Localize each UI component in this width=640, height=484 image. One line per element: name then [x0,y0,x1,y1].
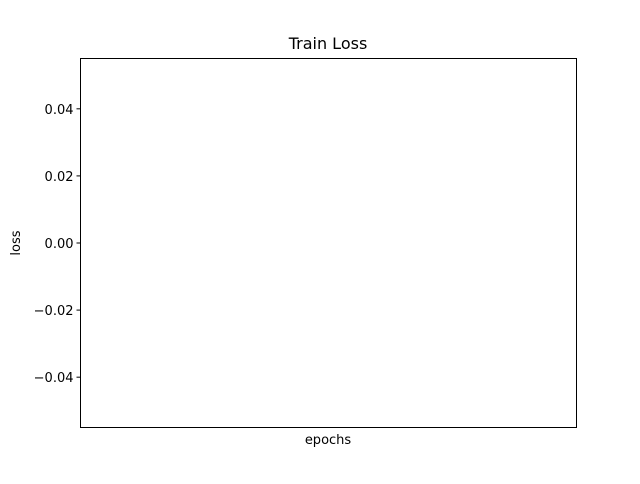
x-axis-label: epochs [305,433,352,448]
y-tick-label: 0.02 [45,170,74,185]
plot-area-frame [80,58,577,428]
y-tick-label: −0.02 [34,304,74,319]
y-tick-label: 0.04 [45,103,74,118]
chart-title: Train Loss [288,34,368,53]
y-tick-label: −0.04 [34,371,74,386]
y-tick-label: 0.00 [45,237,74,252]
y-axis-ticks: 0.04 0.02 0.00 −0.02 −0.04 [34,103,81,386]
y-axis-label: loss [9,230,24,255]
